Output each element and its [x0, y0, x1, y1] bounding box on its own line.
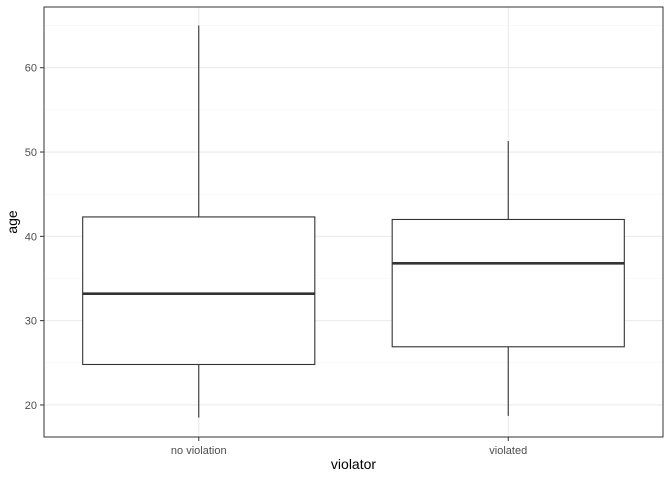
box-iqr	[391, 218, 625, 348]
y-tick-label: 20	[25, 400, 37, 412]
x-tick-label: violated	[489, 445, 527, 457]
y-tick-label: 40	[25, 231, 37, 243]
box-iqr	[82, 216, 316, 366]
box-violated	[391, 141, 625, 416]
axes: 20 30 40 50 60 no violation violated	[25, 63, 527, 457]
y-tick-label: 30	[25, 316, 37, 328]
panel-border	[43, 6, 664, 438]
x-axis-title: violator	[331, 456, 376, 472]
y-tick-label: 50	[25, 147, 37, 159]
x-tick-label: no violation	[171, 445, 227, 457]
y-tick-label: 60	[25, 63, 37, 75]
box-series	[82, 25, 625, 418]
box-no-violation	[82, 25, 316, 418]
y-axis-title: age	[4, 210, 20, 234]
